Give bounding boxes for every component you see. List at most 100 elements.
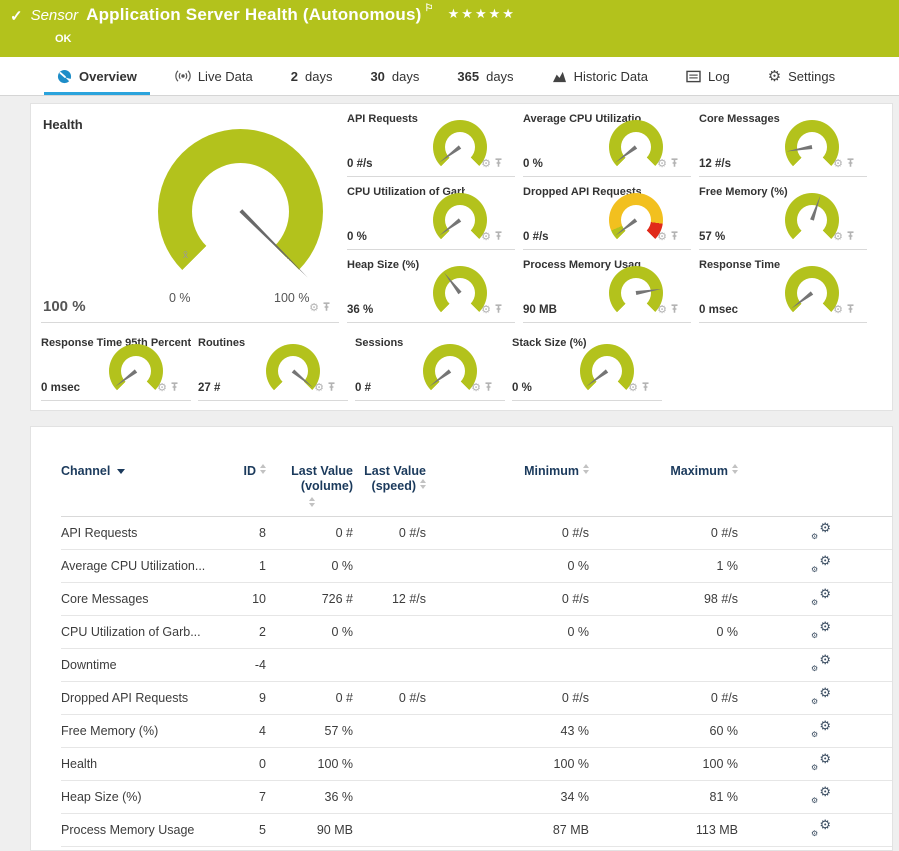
gear-icon[interactable]: ⚙	[314, 383, 324, 394]
column-header-last-speed[interactable]: Last Value(speed)	[353, 464, 426, 494]
channel-settings-icon[interactable]: ⚙⚙	[811, 655, 831, 672]
pin-icon[interactable]	[494, 228, 503, 246]
gear-icon[interactable]: ⚙	[309, 303, 319, 314]
last-volume-cell: 36 %	[266, 790, 353, 804]
gauge-tile: Process Memory Usage 90 MB ⚙	[523, 257, 691, 323]
gear-icon[interactable]: ⚙	[481, 305, 491, 316]
channel-name-cell[interactable]: Downtime	[61, 658, 236, 672]
table-row[interactable]: Core Messages 10 726 # 12 #/s 0 #/s 98 #…	[61, 583, 892, 616]
pin-icon[interactable]	[670, 155, 679, 173]
channel-settings-icon[interactable]: ⚙⚙	[811, 820, 831, 837]
gauge	[433, 193, 487, 241]
table-row[interactable]: Heap Size (%) 7 36 % 34 % 81 % ⚙⚙	[61, 781, 892, 814]
gear-icon[interactable]: ⚙	[157, 383, 167, 394]
maximum-cell: 1 %	[589, 559, 738, 573]
flag-icon[interactable]: ⚐	[424, 3, 433, 14]
gauge	[609, 120, 663, 168]
tab-historic-data[interactable]: Historic Data	[533, 57, 667, 95]
tab-overview[interactable]: Overview	[38, 57, 156, 95]
channel-settings-icon[interactable]: ⚙⚙	[811, 523, 831, 540]
tab-log[interactable]: Log	[667, 57, 749, 95]
channel-name-cell[interactable]: Free Memory (%)	[61, 724, 236, 738]
channel-name-cell[interactable]: Process Memory Usage	[61, 823, 236, 837]
channel-settings-icon[interactable]: ⚙⚙	[811, 721, 831, 738]
column-header-maximum[interactable]: Maximum	[589, 464, 738, 478]
tab-live-data[interactable]: Live Data	[156, 57, 272, 95]
table-row[interactable]: Average CPU Utilization... 1 0 % 0 % 1 %…	[61, 550, 892, 583]
pin-icon[interactable]	[641, 379, 650, 397]
pin-icon[interactable]	[484, 379, 493, 397]
gauge-tile: API Requests 0 #/s ⚙	[347, 111, 515, 177]
channel-name-cell[interactable]: Dropped API Requests	[61, 691, 236, 705]
table-row[interactable]: Downtime -4 ⚙⚙	[61, 649, 892, 682]
gear-icon[interactable]: ⚙	[471, 383, 481, 394]
maximum-cell: 60 %	[589, 724, 738, 738]
channel-settings-icon[interactable]: ⚙⚙	[811, 589, 831, 606]
pin-icon[interactable]	[494, 155, 503, 173]
channel-name-cell[interactable]: Average CPU Utilization...	[61, 559, 236, 573]
pin-icon[interactable]	[170, 379, 179, 397]
gauge-value: 27 #	[198, 382, 220, 394]
pin-icon[interactable]	[670, 228, 679, 246]
table-row[interactable]: API Requests 8 0 # 0 #/s 0 #/s 0 #/s ⚙⚙	[61, 517, 892, 550]
gear-icon[interactable]: ⚙	[657, 232, 667, 243]
gauge-value: 100 %	[43, 298, 86, 315]
id-cell: 1	[236, 559, 266, 573]
gear-icon[interactable]: ⚙	[833, 232, 843, 243]
channel-settings-icon[interactable]: ⚙⚙	[811, 556, 831, 573]
channel-settings-icon[interactable]: ⚙⚙	[811, 754, 831, 771]
table-row[interactable]: CPU Utilization of Garb... 2 0 % 0 % 0 %…	[61, 616, 892, 649]
pin-icon[interactable]	[670, 301, 679, 319]
small-gauges-grid: API Requests 0 #/s ⚙ Average CPU Utiliza…	[347, 111, 867, 323]
channel-settings-icon[interactable]: ⚙⚙	[811, 688, 831, 705]
sort-icon	[732, 464, 738, 474]
last-volume-cell: 0 #	[266, 526, 353, 540]
channel-name-cell[interactable]: CPU Utilization of Garb...	[61, 625, 236, 639]
last-volume-cell: 90 MB	[266, 823, 353, 837]
table-row[interactable]: Dropped API Requests 9 0 # 0 #/s 0 #/s 0…	[61, 682, 892, 715]
last-volume-cell: 100 %	[266, 757, 353, 771]
table-row[interactable]: Free Memory (%) 4 57 % 43 % 60 % ⚙⚙	[61, 715, 892, 748]
tab-2-days[interactable]: 2days	[272, 57, 352, 95]
pin-icon[interactable]	[846, 228, 855, 246]
maximum-cell: 98 #/s	[589, 592, 738, 606]
column-header-minimum[interactable]: Minimum	[426, 464, 589, 478]
gear-icon[interactable]: ⚙	[833, 159, 843, 170]
pin-icon[interactable]	[494, 301, 503, 319]
gear-icon[interactable]: ⚙	[657, 159, 667, 170]
table-row[interactable]: Health 0 100 % 100 % 100 % ⚙⚙	[61, 748, 892, 781]
tab-30-days[interactable]: 30days	[351, 57, 438, 95]
column-header-id[interactable]: ID	[236, 464, 266, 478]
last-speed-cell: 12 #/s	[353, 592, 426, 606]
pin-icon[interactable]	[327, 379, 336, 397]
priority-stars[interactable]: ★★★★★	[448, 6, 516, 22]
sort-icon	[309, 497, 315, 507]
gauge-value: 0 #/s	[347, 158, 373, 170]
gauge-value: 0 msec	[699, 304, 738, 316]
channel-table-body: API Requests 8 0 # 0 #/s 0 #/s 0 #/s ⚙⚙ …	[61, 517, 892, 847]
last-volume-cell: 726 #	[266, 592, 353, 606]
table-row[interactable]: Process Memory Usage 5 90 MB 87 MB 113 M…	[61, 814, 892, 847]
sensor-title: Application Server Health (Autonomous)⚐	[86, 5, 434, 25]
channel-name-cell[interactable]: API Requests	[61, 526, 236, 540]
pin-icon[interactable]	[846, 155, 855, 173]
channel-name-cell[interactable]: Heap Size (%)	[61, 790, 236, 804]
tab-365-days[interactable]: 365days	[438, 57, 532, 95]
gauge	[609, 193, 663, 241]
column-header-last-volume[interactable]: Last Value(volume)	[266, 464, 353, 507]
gear-icon[interactable]: ⚙	[481, 232, 491, 243]
column-header-channel[interactable]: Channel	[61, 464, 236, 478]
gear-icon[interactable]: ⚙	[628, 383, 638, 394]
gear-icon[interactable]: ⚙	[481, 159, 491, 170]
chevron-down-icon	[117, 469, 125, 474]
gauge-value: 0 %	[347, 231, 367, 243]
channel-settings-icon[interactable]: ⚙⚙	[811, 622, 831, 639]
channel-name-cell[interactable]: Core Messages	[61, 592, 236, 606]
gear-icon[interactable]: ⚙	[657, 305, 667, 316]
channel-name-cell[interactable]: Health	[61, 757, 236, 771]
tab-settings[interactable]: ⚙ Settings	[749, 57, 854, 95]
pin-icon[interactable]	[322, 299, 331, 317]
pin-icon[interactable]	[846, 301, 855, 319]
channel-settings-icon[interactable]: ⚙⚙	[811, 787, 831, 804]
gear-icon[interactable]: ⚙	[833, 305, 843, 316]
